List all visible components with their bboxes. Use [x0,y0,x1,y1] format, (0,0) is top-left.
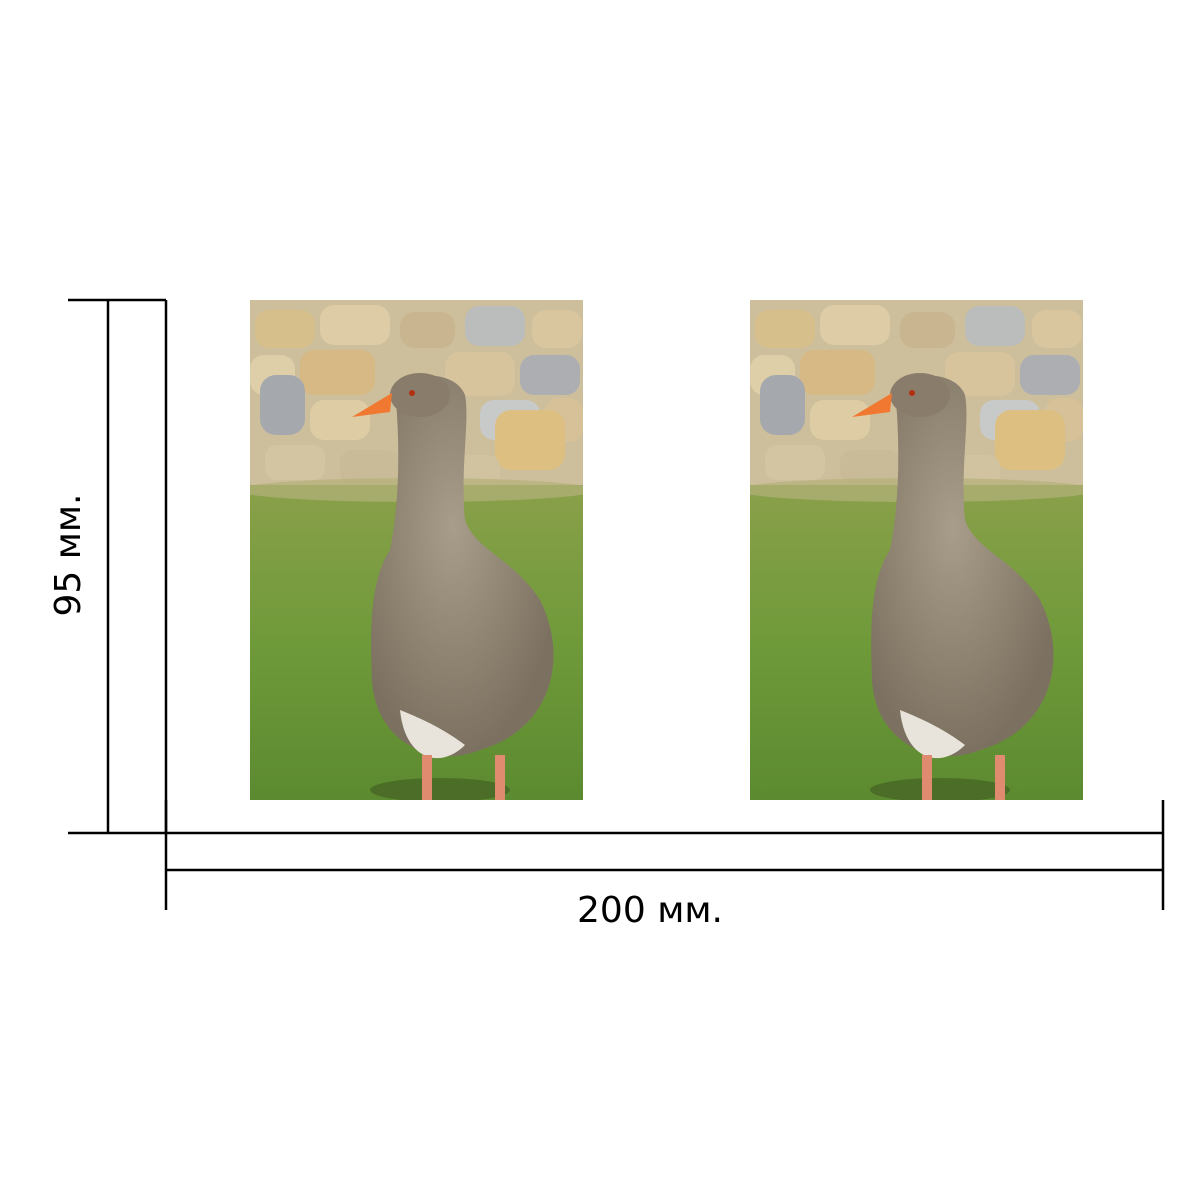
height-label: 95 мм. [48,493,89,616]
width-dimension: 200 мм. [164,800,1165,931]
height-dimension: 95 мм. [48,298,168,835]
product-photo [750,300,1083,800]
width-label: 200 мм. [577,890,723,931]
product-photo [250,300,583,800]
